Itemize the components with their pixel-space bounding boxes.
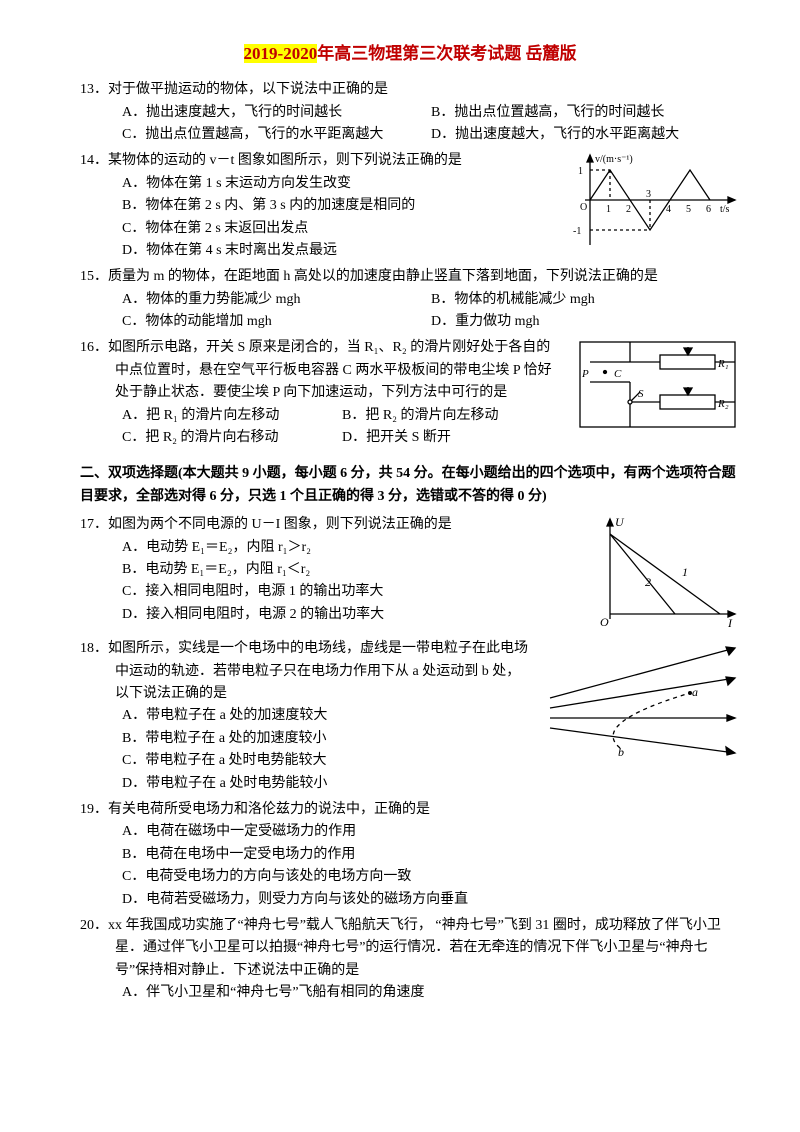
q16-optC: C．把 R₂ 的滑片向右移动 <box>122 427 342 449</box>
q16-optB: B．把 R₂ 的滑片向左移动 <box>342 405 562 427</box>
svg-text:R₁: R₁ <box>717 358 729 370</box>
svg-text:R₂: R₂ <box>717 398 729 410</box>
q15-optD: D．重力做功 mgh <box>431 311 740 333</box>
q15-optB: B．物体的机械能减少 mgh <box>431 289 740 311</box>
svg-text:t/s: t/s <box>720 204 730 215</box>
title-year: 2019-2020 <box>244 44 318 63</box>
q18-text: 如图所示，实线是一个电场中的电场线，虚线是一带电粒子在此电场中运动的轨迹．若带电… <box>108 641 528 701</box>
svg-text:I: I <box>727 616 733 630</box>
question-17: U O I 1 2 17．如图为两个不同电源的 U－I 图象，则下列说法正确的是… <box>80 514 740 634</box>
q15-text: 质量为 m 的物体，在距地面 h 高处以的加速度由静止竖直下落到地面，下列说法正… <box>108 269 658 284</box>
question-20-stem: 20．xx 年我国成功实施了“神舟七号”载人飞船航天飞行， “神舟七号”飞到 3… <box>115 915 740 982</box>
q19-optA: A．电荷在磁场中一定受磁场力的作用 <box>122 821 740 843</box>
question-18: a b 18．如图所示，实线是一个电场中的电场线，虚线是一带电粒子在此电场中运动… <box>80 638 740 795</box>
svg-text:C: C <box>614 368 622 380</box>
question-14: v/(m·s⁻¹) 1 -1 O 1 2 3 4 5 6 t/s 14．某物体的… <box>80 150 740 262</box>
q13-optC: C．抛出点位置越高，飞行的水平距离越大 <box>122 124 431 146</box>
svg-text:O: O <box>600 615 609 629</box>
q13-optA: A．抛出速度越大，飞行的时间越长 <box>122 102 431 124</box>
svg-text:3: 3 <box>646 189 651 200</box>
q16-text: 如图所示电路，开关 S 原来是闭合的，当 R₁、R₂ 的滑片刚好处于各自的中点位… <box>108 340 552 400</box>
q19-optC: C．电荷受电场力的方向与该处的电场方向一致 <box>122 866 740 888</box>
svg-text:1: 1 <box>606 204 611 215</box>
q16-num: 16． <box>80 340 108 355</box>
q20-text: xx 年我国成功实施了“神舟七号”载人飞船航天飞行， “神舟七号”飞到 31 圈… <box>108 918 721 978</box>
svg-text:O: O <box>580 202 587 213</box>
svg-text:v/(m·s⁻¹): v/(m·s⁻¹) <box>595 154 633 165</box>
q17-text: 如图为两个不同电源的 U－I 图象，则下列说法正确的是 <box>108 517 452 532</box>
q13-optB: B．抛出点位置越高，飞行的时间越长 <box>431 102 740 124</box>
q19-num: 19． <box>80 802 108 817</box>
q19-optD: D．电荷若受磁场力，则受力方向与该处的磁场方向垂直 <box>122 889 740 911</box>
q17-ui-graph: U O I 1 2 <box>590 514 740 634</box>
q17-num: 17． <box>80 517 108 532</box>
svg-text:1: 1 <box>682 565 688 579</box>
q16-optA: A．把 R₁ 的滑片向左移动 <box>122 405 342 427</box>
svg-text:2: 2 <box>626 204 631 215</box>
svg-text:5: 5 <box>686 204 691 215</box>
q19-text: 有关电荷所受电场力和洛伦兹力的说法中，正确的是 <box>108 802 430 817</box>
svg-text:2: 2 <box>645 575 651 589</box>
question-13: 13．对于做平抛运动的物体，以下说法中正确的是 A．抛出速度越大，飞行的时间越长… <box>80 79 740 146</box>
q13-num: 13． <box>80 82 108 97</box>
q13-optD: D．抛出速度越大，飞行的水平距离越大 <box>431 124 740 146</box>
section-2-header: 二、双项选择题(本大题共 9 小题，每小题 6 分，共 54 分。在每小题给出的… <box>80 463 740 508</box>
question-19: 19．有关电荷所受电场力和洛伦兹力的说法中，正确的是 A．电荷在磁场中一定受磁场… <box>80 799 740 911</box>
q19-optB: B．电荷在电场中一定受电场力的作用 <box>122 844 740 866</box>
question-16: P C S R₁ R₂ 16．如图所示电路，开关 S 原来是闭合的，当 R₁、R… <box>80 337 740 449</box>
exam-title: 2019-2020年高三物理第三次联考试题 岳麓版 <box>80 40 740 67</box>
q18-num: 18． <box>80 641 108 656</box>
q18-field-diagram: a b <box>540 638 740 758</box>
q20-num: 20． <box>80 918 108 933</box>
q14-vt-graph: v/(m·s⁻¹) 1 -1 O 1 2 3 4 5 6 t/s <box>570 150 740 250</box>
question-15-stem: 15．质量为 m 的物体，在距地面 h 高处以的加速度由静止竖直下落到地面，下列… <box>115 266 740 288</box>
question-19-stem: 19．有关电荷所受电场力和洛伦兹力的说法中，正确的是 <box>115 799 740 821</box>
q14-text: 某物体的运动的 v－t 图象如图所示，则下列说法正确的是 <box>108 153 462 168</box>
question-13-stem: 13．对于做平抛运动的物体，以下说法中正确的是 <box>115 79 740 101</box>
q18-optD: D．带电粒子在 a 处时电势能较小 <box>122 773 740 795</box>
q20-optA: A．伴飞小卫星和“神舟七号”飞船有相同的角速度 <box>122 982 740 1004</box>
q15-optC: C．物体的动能增加 mgh <box>122 311 431 333</box>
svg-text:-1: -1 <box>573 226 581 237</box>
question-15: 15．质量为 m 的物体，在距地面 h 高处以的加速度由静止竖直下落到地面，下列… <box>80 266 740 333</box>
q16-circuit: P C S R₁ R₂ <box>570 337 740 432</box>
q14-num: 14． <box>80 153 108 168</box>
svg-text:1: 1 <box>578 166 583 177</box>
q16-optD: D．把开关 S 断开 <box>342 427 562 449</box>
title-rest: 年高三物理第三次联考试题 岳麓版 <box>317 44 576 63</box>
svg-text:U: U <box>615 515 625 529</box>
svg-text:6: 6 <box>706 204 711 215</box>
svg-text:b: b <box>618 745 624 758</box>
q13-text: 对于做平抛运动的物体，以下说法中正确的是 <box>108 82 388 97</box>
svg-text:a: a <box>692 685 698 699</box>
q15-num: 15． <box>80 269 108 284</box>
svg-text:S: S <box>638 388 644 400</box>
svg-text:4: 4 <box>666 204 671 215</box>
svg-text:P: P <box>581 368 589 380</box>
q15-optA: A．物体的重力势能减少 mgh <box>122 289 431 311</box>
question-20: 20．xx 年我国成功实施了“神舟七号”载人飞船航天飞行， “神舟七号”飞到 3… <box>80 915 740 1005</box>
